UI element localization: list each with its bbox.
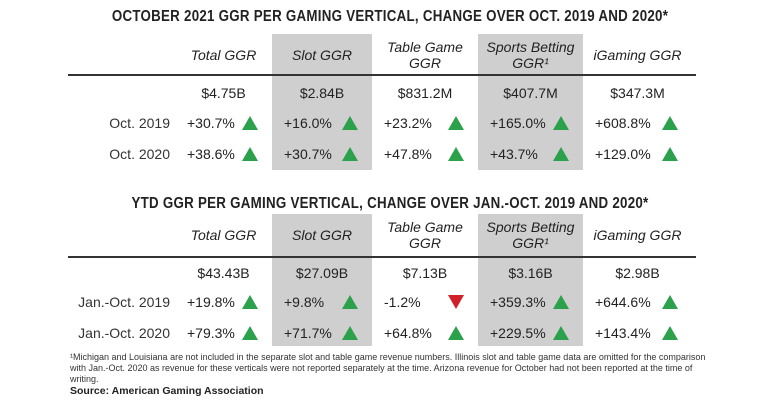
- change-value: +143.4%: [595, 325, 651, 341]
- total-value: $347.3M: [610, 85, 665, 101]
- change-value: +16.0%: [284, 115, 332, 131]
- change-value: +165.0%: [490, 115, 546, 131]
- triangle-up-icon: [448, 326, 464, 340]
- total-value: $27.09B: [295, 265, 349, 281]
- column-header: iGaming GGR: [593, 227, 682, 243]
- change-value: +9.8%: [284, 294, 325, 310]
- total-value: $7.13B: [402, 265, 448, 281]
- change-value: +229.5%: [490, 325, 546, 341]
- triangle-up-icon: [342, 326, 358, 340]
- change-value: +23.2%: [384, 115, 432, 131]
- triangle-up-icon: [342, 116, 358, 130]
- triangle-up-icon: [553, 116, 569, 130]
- total-value: $43.43B: [197, 265, 250, 281]
- column-header: Total GGR: [190, 47, 257, 63]
- row-label: Oct. 2020: [109, 146, 170, 162]
- column-header: iGaming GGR: [593, 47, 682, 63]
- triangle-up-icon: [662, 116, 678, 130]
- change-value: +359.3%: [490, 294, 546, 310]
- change-value: +644.6%: [595, 294, 651, 310]
- column-header: Slot GGR: [292, 47, 352, 63]
- column-header: Sports Betting GGR¹: [486, 39, 575, 71]
- table-title: YTD GGR PER GAMING VERTICAL, CHANGE OVER…: [131, 195, 649, 212]
- triangle-up-icon: [662, 147, 678, 161]
- total-value: $3.16B: [508, 265, 553, 281]
- triangle-up-icon: [342, 147, 358, 161]
- triangle-up-icon: [553, 295, 569, 309]
- change-value: +64.8%: [384, 325, 432, 341]
- column-header: Sports Betting GGR¹: [486, 219, 575, 251]
- column-header: Slot GGR: [292, 227, 352, 243]
- triangle-up-icon: [242, 147, 258, 161]
- triangle-up-icon: [662, 326, 678, 340]
- triangle-up-icon: [242, 326, 258, 340]
- triangle-up-icon: [553, 326, 569, 340]
- column-header: Total GGR: [190, 227, 257, 243]
- change-value: +30.7%: [187, 115, 235, 131]
- triangle-up-icon: [448, 147, 464, 161]
- column-header: Table Game GGR: [387, 39, 463, 71]
- total-value: $2.98B: [615, 265, 660, 281]
- header-divider: [68, 256, 696, 258]
- change-value: +38.6%: [187, 146, 235, 162]
- source: Source: American Gaming Association: [70, 385, 264, 397]
- total-value: $831.2M: [397, 85, 453, 101]
- highlight-column: [272, 214, 372, 346]
- triangle-up-icon: [553, 147, 569, 161]
- table-title: OCTOBER 2021 GGR PER GAMING VERTICAL, CH…: [111, 8, 669, 25]
- total-value: $2.84B: [299, 85, 345, 101]
- change-value: +30.7%: [284, 146, 332, 162]
- column-header: Table Game GGR: [387, 219, 463, 251]
- change-value: +79.3%: [187, 325, 235, 341]
- triangle-up-icon: [448, 116, 464, 130]
- row-label: Oct. 2019: [109, 115, 170, 131]
- triangle-up-icon: [242, 116, 258, 130]
- triangle-down-icon: [448, 295, 464, 309]
- triangle-up-icon: [242, 295, 258, 309]
- change-value: -1.2%: [384, 294, 421, 310]
- triangle-up-icon: [662, 295, 678, 309]
- row-label: Jan.-Oct. 2020: [78, 325, 170, 341]
- change-value: +19.8%: [187, 294, 235, 310]
- total-value: $407.7M: [503, 85, 558, 101]
- row-label: Jan.-Oct. 2019: [78, 294, 170, 310]
- change-value: +129.0%: [595, 146, 651, 162]
- change-value: +608.8%: [595, 115, 651, 131]
- change-value: +47.8%: [384, 146, 432, 162]
- header-divider: [68, 74, 696, 76]
- change-value: +43.7%: [490, 146, 538, 162]
- total-value: $4.75B: [201, 85, 246, 101]
- change-value: +71.7%: [284, 325, 332, 341]
- triangle-up-icon: [342, 295, 358, 309]
- footnote: ¹Michigan and Louisiana are not included…: [70, 352, 706, 384]
- highlight-column: [478, 214, 583, 346]
